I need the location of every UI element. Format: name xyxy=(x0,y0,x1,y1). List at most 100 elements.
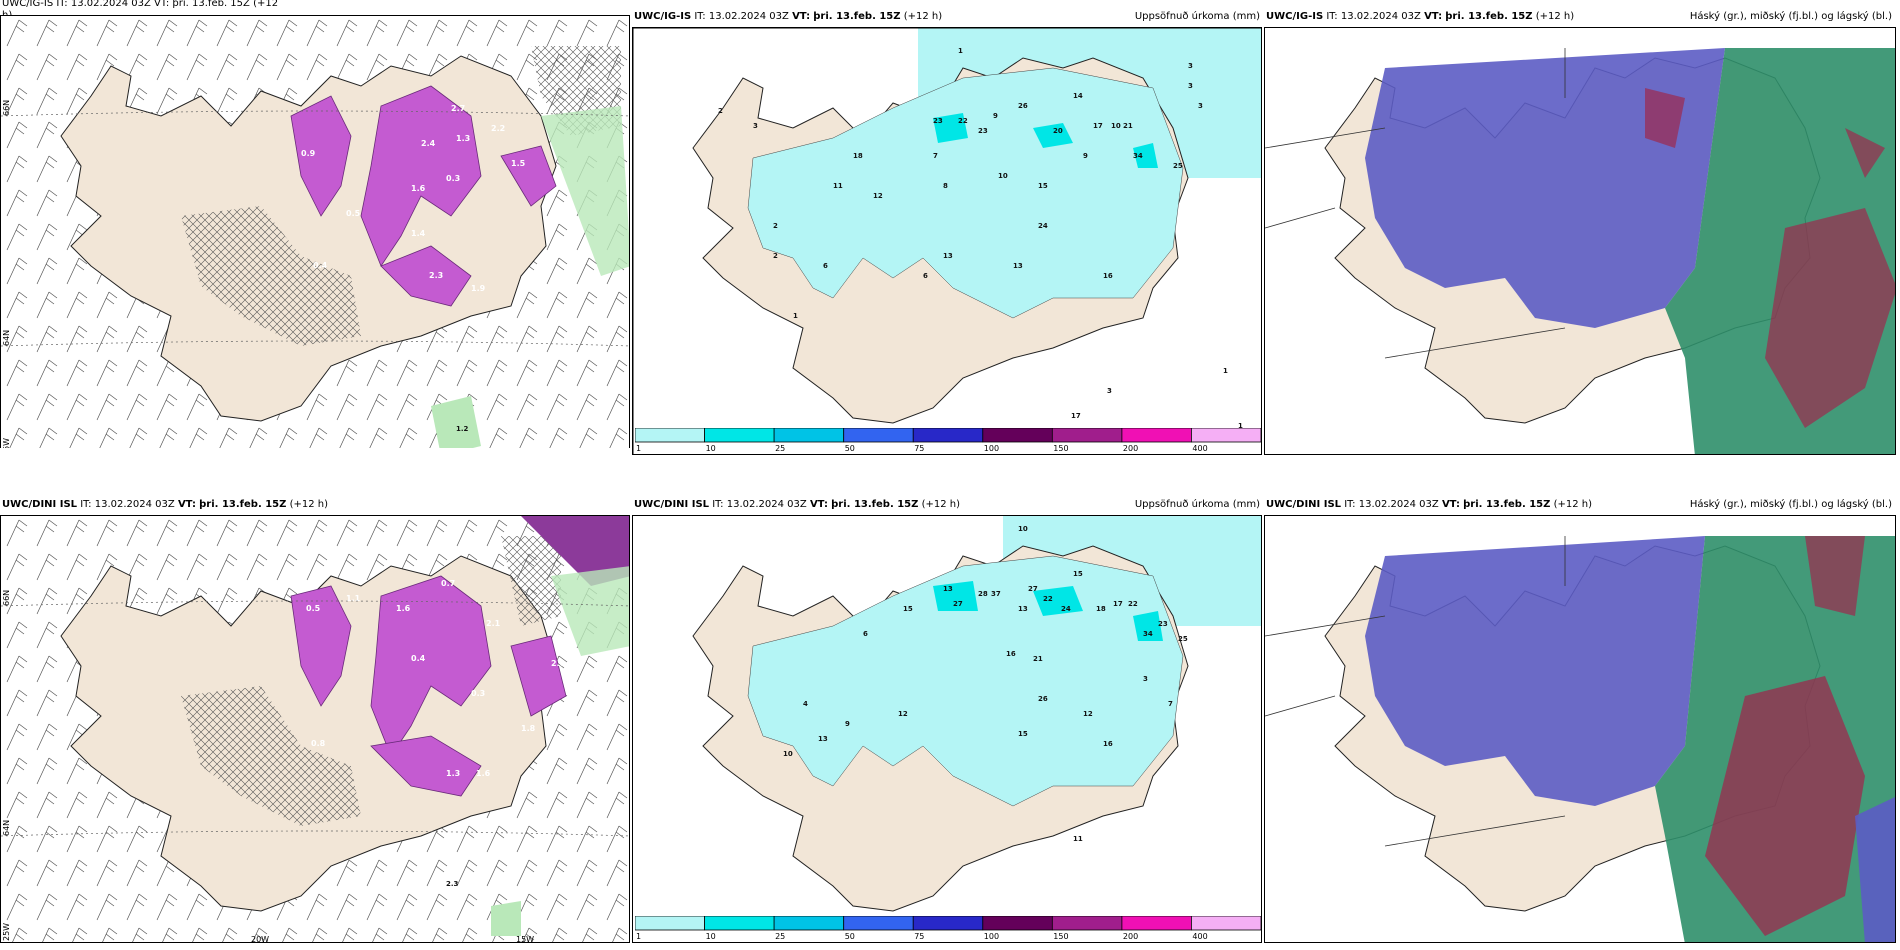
precip-value: 24 xyxy=(1038,222,1048,230)
precip-value: 12 xyxy=(898,710,908,718)
snow-value: 0.4 xyxy=(313,261,328,270)
colorbar-swatch xyxy=(773,427,845,443)
precip-value: 13 xyxy=(1013,262,1023,270)
snow-area-b xyxy=(360,85,482,267)
snow-value: 0.7 xyxy=(441,579,455,588)
precip-value: 26 xyxy=(1018,102,1028,110)
precip-value: 4 xyxy=(803,700,808,708)
precip-value: 11 xyxy=(1073,835,1083,843)
snow-map: 0.7 0.5 1.1 2.1 1.6 0.4 1.8 2.0 0.3 1.3 … xyxy=(1,516,629,943)
vt-label: VT: xyxy=(1441,499,1460,510)
precip-value: 23 xyxy=(978,127,988,135)
vt-label: VT: xyxy=(177,499,196,510)
header-title: UWC/IG-IS IT: 13.02.2024 03Z VT: þri. 13… xyxy=(2,0,279,9)
snow-value: 0.5 xyxy=(306,604,321,613)
precip-value: 10 xyxy=(1111,122,1121,130)
snow-value: 1.4 xyxy=(411,229,426,238)
precip-value: 3 xyxy=(753,122,758,130)
precip-value: 2 xyxy=(773,252,778,260)
mid-cloud-se xyxy=(1855,796,1895,942)
lat-label: 66N xyxy=(2,100,11,116)
colorbar-tick-label: 100 xyxy=(984,444,999,452)
cloud-map xyxy=(1265,48,1895,454)
valid-time: þri. 13.feb. 15Z xyxy=(199,499,287,510)
precip-value: 11 xyxy=(833,182,843,190)
colorbar-tick-label: 10 xyxy=(706,932,716,940)
snow-area-a xyxy=(290,585,352,707)
colorbar-swatch xyxy=(634,915,705,931)
precip-value: 17 xyxy=(1071,412,1081,420)
snow-area-a xyxy=(290,95,352,217)
map-frame: 0.7 0.5 1.1 2.1 1.6 0.4 1.8 2.0 0.3 1.3 … xyxy=(0,515,630,943)
snow-area-d xyxy=(510,635,567,717)
precip-value: 1 xyxy=(793,312,798,320)
green-precip-s xyxy=(491,901,521,936)
model-name: UWC/DINI ISL xyxy=(634,499,710,510)
mid-cloud xyxy=(1365,536,1705,806)
precip-value: 22 xyxy=(1128,600,1138,608)
precip-value: 3 xyxy=(1143,675,1148,683)
colorbar-swatch xyxy=(843,427,914,443)
colorbar-swatch xyxy=(1051,915,1123,931)
precip-value: 17 xyxy=(1113,600,1123,608)
snow-map: 2.2 2.7 1.5 1.6 2.4 1.3 0.9 0.3 1.9 0.4 … xyxy=(1,16,629,448)
snow-value: 1.9 xyxy=(471,284,486,293)
colorbar-tick-label: 75 xyxy=(914,444,924,452)
mid-cloud xyxy=(1365,48,1725,328)
precip-value: 1 xyxy=(1238,422,1243,430)
model-name: UWC/DINI ISL xyxy=(2,499,78,510)
colorbar-swatch xyxy=(912,915,984,931)
colorbar-swatch xyxy=(1121,915,1192,931)
colorbar-swatch xyxy=(773,915,845,931)
colorbar-swatch xyxy=(982,427,1053,443)
precip-value: 12 xyxy=(1083,710,1093,718)
colorbar-swatch xyxy=(704,915,775,931)
precip-value: 6 xyxy=(863,630,868,638)
precip-value: 34 xyxy=(1143,630,1153,638)
precip-value: 10 xyxy=(998,172,1008,180)
field-name: Háský (gr.), miðský (fj.bl.) og lágský (… xyxy=(1689,11,1892,22)
precip-area xyxy=(747,555,1184,807)
snow-value: 2.7 xyxy=(451,104,465,113)
panel-header: UWC/DINI ISL IT: 13.02.2024 03Z VT: þri.… xyxy=(0,495,632,515)
precip-map: 10 15 13 27 28 37 27 13 22 24 15 18 17 2… xyxy=(692,516,1261,912)
colorbar-swatch xyxy=(1191,427,1261,443)
precip-value: 24 xyxy=(1061,605,1071,613)
model-name: UWC/IG-IS xyxy=(1266,11,1324,22)
lon-label: 20W xyxy=(251,935,269,943)
snow-value: 0.3 xyxy=(471,689,485,698)
precip-value: 9 xyxy=(845,720,850,728)
run-time: IT: 13.02.2024 03Z xyxy=(80,499,175,510)
precip-value: 3 xyxy=(1198,102,1203,110)
precip-value: 23 xyxy=(1158,620,1168,628)
run-time: IT: 13.02.2024 03Z xyxy=(694,11,789,22)
precip-value: 27 xyxy=(953,600,963,608)
precip-value: 15 xyxy=(1038,182,1048,190)
model-name: UWC/DINI ISL xyxy=(1266,499,1342,510)
precip-value: 3 xyxy=(1188,62,1193,70)
precip-value: 1 xyxy=(1223,367,1228,375)
colorbar-tick-label: 200 xyxy=(1123,444,1138,452)
colorbar-svg: 1 10 25 50 75 100 150 200 400 xyxy=(634,427,1261,453)
sea-ice-hatch xyxy=(181,206,361,346)
snow-value: 1.2 xyxy=(456,425,469,433)
colorbar-tick-label: 400 xyxy=(1192,444,1207,452)
colorbar-swatch xyxy=(912,427,984,443)
precip-value: 2 xyxy=(718,107,723,115)
snow-value: 1.1 xyxy=(346,594,361,603)
colorbar-tick-label: 200 xyxy=(1123,932,1138,940)
precip-map: 1 3 3 3 2 3 14 26 23 22 23 9 20 10 18 12… xyxy=(633,28,1261,454)
graticule xyxy=(1,110,629,347)
coast-lines xyxy=(1265,536,1566,847)
precip-value: 10 xyxy=(1018,525,1028,533)
green-precip xyxy=(551,566,629,656)
field-name: Uppsöfnuð úrkoma (mm) xyxy=(1134,11,1260,22)
precip-value: 2 xyxy=(773,222,778,230)
precip-colorbar: 1 10 25 50 75 100 150 200 400 xyxy=(634,427,1261,453)
precip-value: 27 xyxy=(1028,585,1038,593)
precip-area-mid xyxy=(933,113,1158,168)
colorbar-swatch xyxy=(1051,427,1123,443)
precip-value: 21 xyxy=(1033,655,1043,663)
colorbar-tick-label: 50 xyxy=(845,932,855,940)
precip-value: 8 xyxy=(943,182,948,190)
